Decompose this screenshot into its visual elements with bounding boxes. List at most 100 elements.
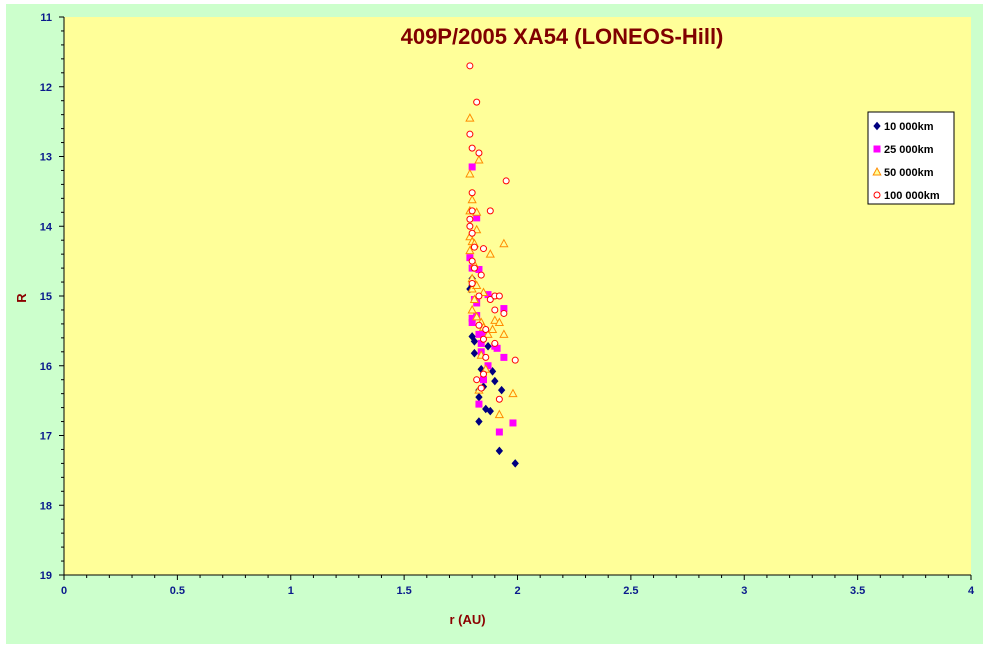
data-point-triangle xyxy=(474,154,484,164)
legend-marker xyxy=(873,121,881,131)
axes: 0 0.5 1 1.5 2 2.5 3 3.5 4 11 12 13 14 15 16 17 18 19 xyxy=(40,12,975,597)
x-tick-label: 0 xyxy=(61,585,67,597)
y-tick-label: 15 xyxy=(40,291,52,303)
data-point-square xyxy=(468,319,476,327)
data-point-diamond xyxy=(497,385,506,395)
data-point-triangle xyxy=(485,249,495,258)
x-tick-label: 2.5 xyxy=(623,585,638,597)
data-point-diamond xyxy=(511,459,519,468)
data-point-triangle xyxy=(494,317,505,327)
x-tick-label: 2 xyxy=(514,585,520,597)
y-tick-label: 11 xyxy=(40,12,52,24)
data-point-circle xyxy=(479,370,487,378)
x-tick-label: 1 xyxy=(288,585,294,597)
data-point-triangle xyxy=(499,329,509,338)
x-tick-label: 3 xyxy=(741,585,747,597)
data-point-circle xyxy=(475,321,483,329)
y-tick-label: 14 xyxy=(40,221,53,233)
data-point-circle xyxy=(500,309,508,317)
data-point-square xyxy=(509,419,517,427)
y-tick-label: 17 xyxy=(40,431,52,443)
data-point-triangle xyxy=(472,311,482,321)
data-point-square xyxy=(479,376,487,384)
data-point-circle xyxy=(466,222,474,230)
plot-area xyxy=(64,17,971,575)
data-point-triangle xyxy=(465,113,475,122)
legend-label: 100 000km xyxy=(884,190,940,202)
legend-label: 10 000km xyxy=(884,121,934,133)
data-point-triangle xyxy=(499,238,509,248)
data-point-square xyxy=(484,362,492,370)
data-point-circle xyxy=(468,207,476,215)
data-point-circle xyxy=(491,339,499,347)
data-point-triangle xyxy=(490,315,500,324)
data-point-square xyxy=(475,400,483,408)
data-point-diamond xyxy=(488,367,497,376)
legend-label: 50 000km xyxy=(884,167,934,179)
data-point-square xyxy=(468,163,476,171)
data-point-circle xyxy=(475,149,483,157)
data-point-diamond xyxy=(495,446,504,456)
x-axis-title: r (AU) xyxy=(449,612,485,627)
data-point-square xyxy=(468,314,476,322)
data-point-circle xyxy=(473,376,481,384)
data-point-circle xyxy=(486,295,494,303)
x-tick-label: 3.5 xyxy=(850,585,865,597)
data-point-triangle xyxy=(483,329,493,338)
data-point-square xyxy=(500,305,508,313)
data-point-triangle xyxy=(494,409,505,419)
data-point-circle xyxy=(468,189,476,197)
data-point-circle xyxy=(466,62,474,70)
data-point-square xyxy=(484,291,492,299)
data-point-circle xyxy=(470,243,478,251)
data-point-diamond xyxy=(470,348,479,358)
y-tick-label: 19 xyxy=(40,570,52,582)
data-point-triangle xyxy=(467,194,477,204)
scatter-chart: 0 0.5 1 1.5 2 2.5 3 3.5 4 11 12 13 14 15 16 17 18 19 409P… xyxy=(14,12,975,627)
data-point-circle xyxy=(473,98,481,106)
legend-marker xyxy=(872,166,882,176)
data-point-diamond xyxy=(475,417,483,426)
data-point-circle xyxy=(495,292,503,300)
data-point-circle xyxy=(466,215,474,223)
data-point-square xyxy=(477,339,485,347)
data-point-triangle xyxy=(487,324,498,333)
legend-marker xyxy=(873,145,881,153)
data-point-square xyxy=(495,428,503,436)
data-point-triangle xyxy=(467,304,477,314)
data-point-square xyxy=(475,330,483,338)
data-points xyxy=(465,62,519,468)
data-point-circle xyxy=(482,353,490,361)
y-tick-label: 13 xyxy=(40,152,52,164)
chart-area: 0 0.5 1 1.5 2 2.5 3 3.5 4 11 12 13 14 15 16 17 18 19 409P… xyxy=(6,4,983,644)
y-tick-label: 18 xyxy=(40,500,52,512)
data-point-circle xyxy=(468,229,476,237)
data-point-circle xyxy=(479,245,487,253)
data-point-diamond xyxy=(491,376,499,386)
x-tick-label: 4 xyxy=(968,585,975,597)
data-point-triangle xyxy=(465,245,475,255)
data-point-circle xyxy=(491,306,499,314)
legend-label: 25 000km xyxy=(884,144,934,156)
y-axis-title: R xyxy=(14,293,29,303)
data-point-square xyxy=(475,265,483,273)
data-point-circle xyxy=(482,325,490,333)
data-point-square xyxy=(473,214,481,222)
data-point-circle xyxy=(511,356,519,364)
data-point-circle xyxy=(486,207,494,215)
data-point-circle xyxy=(495,395,503,403)
data-point-diamond xyxy=(484,341,492,351)
data-point-circle xyxy=(479,335,487,343)
data-point-circle xyxy=(468,257,476,265)
data-point-circle xyxy=(468,144,476,152)
data-point-circle xyxy=(470,264,478,272)
x-tick-label: 0.5 xyxy=(170,585,185,597)
y-tick-label: 12 xyxy=(40,82,52,94)
data-point-square xyxy=(466,254,474,262)
data-point-circle xyxy=(475,292,483,300)
data-point-circle xyxy=(468,279,476,287)
data-point-square xyxy=(479,330,487,338)
data-point-circle xyxy=(502,177,510,185)
data-point-triangle xyxy=(508,388,518,398)
data-point-diamond xyxy=(486,406,494,416)
